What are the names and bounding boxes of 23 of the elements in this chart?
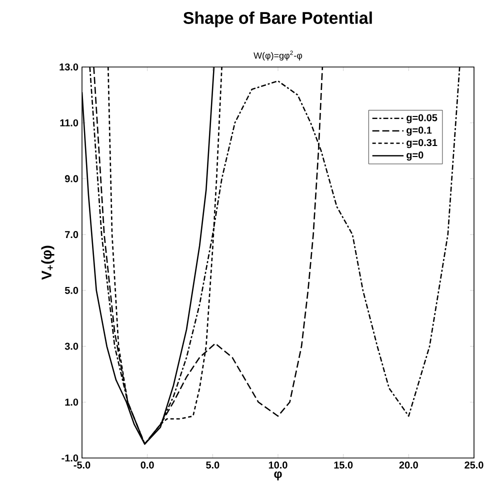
x-tick-label: 5.0 xyxy=(206,462,220,469)
legend-label: g=0.05 xyxy=(406,114,438,124)
y-tick-label: 9.0 xyxy=(64,175,78,182)
x-tick-label: 25.0 xyxy=(464,462,484,469)
y-tick-label: 7.0 xyxy=(65,231,78,238)
x-tick-label: -5.0 xyxy=(74,462,90,469)
legend-label: g=0.1 xyxy=(406,126,432,136)
legend-label: g=0.31 xyxy=(406,139,438,148)
legend-label: g=0 xyxy=(406,152,424,161)
y-tick-label: -1.0 xyxy=(62,454,78,462)
y-tick-label: 13.0 xyxy=(60,63,78,71)
x-tick-label: 10.0 xyxy=(268,462,288,469)
chart-title: Shape of Bare Potential xyxy=(183,12,372,28)
x-axis-title: φ xyxy=(274,471,282,480)
chart-subtitle: W(φ)=gφ$^{2}$-φ xyxy=(254,50,302,60)
y-tick-label: 11.0 xyxy=(60,119,78,126)
y-axis-title: V$_{+}$(φ) xyxy=(41,246,54,280)
y-tick-label: 3.0 xyxy=(64,342,78,350)
x-tick-label: 15.0 xyxy=(334,462,353,469)
x-tick-label: 20.0 xyxy=(399,462,418,469)
x-tick-label: 0.0 xyxy=(140,462,154,469)
y-tick-label: 5.0 xyxy=(64,286,78,294)
y-tick-label: 1.0 xyxy=(65,398,78,406)
